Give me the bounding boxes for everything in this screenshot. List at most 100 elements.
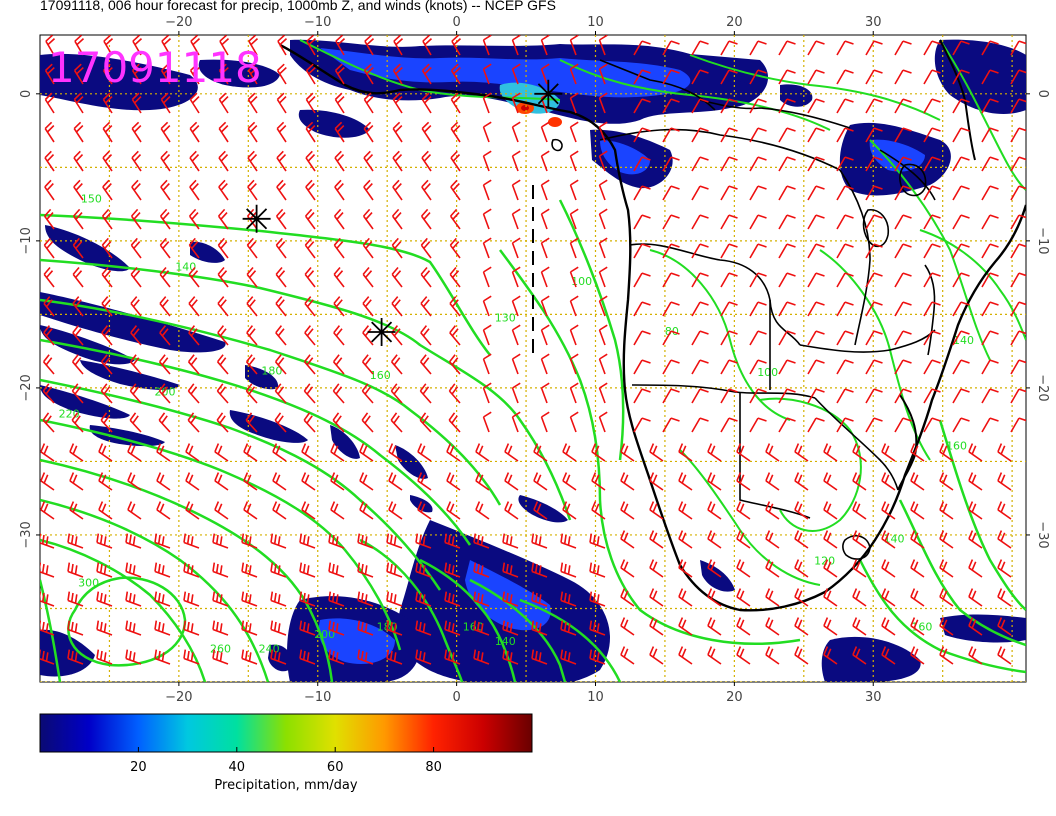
wind-barb [333, 208, 345, 230]
wind-barb [865, 272, 883, 288]
wind-barb [96, 649, 113, 665]
wind-barb [569, 179, 579, 201]
wind-barb [939, 501, 954, 520]
wind-barb [333, 325, 345, 346]
wind-barb [241, 533, 258, 549]
wind-barb [939, 443, 954, 462]
wind-barb [391, 266, 403, 288]
wind-barb [720, 301, 738, 317]
wind-barb [156, 501, 171, 520]
wind-barb [40, 501, 55, 520]
wind-barb [662, 388, 680, 404]
wind-barb [183, 562, 200, 578]
wind-barb [247, 92, 258, 114]
wind-barb [923, 127, 941, 143]
wind-barb [98, 472, 113, 491]
wind-barb [332, 412, 345, 433]
wind-barb [421, 92, 432, 114]
precip-area [320, 48, 691, 98]
wind-barb [589, 649, 606, 665]
date-stamp: 17091118 [48, 43, 262, 92]
wind-barb [531, 591, 548, 607]
wind-barb [299, 562, 316, 578]
wind-barb [894, 127, 912, 143]
lon-tick-label-bottom: 30 [865, 690, 882, 705]
wind-barb [923, 214, 941, 230]
wind-barb [749, 127, 767, 143]
wind-barb [450, 63, 461, 85]
wind-barb [214, 501, 229, 520]
wind-center-marker [242, 204, 271, 233]
wind-barb [852, 472, 867, 491]
wind-barb [125, 620, 142, 636]
wind-barb [154, 533, 171, 549]
wind-barb [100, 383, 113, 404]
wind-barb [40, 443, 55, 462]
wind-barb [96, 533, 113, 549]
wind-barb [765, 530, 780, 549]
wind-barb [720, 156, 738, 172]
wind-barb [246, 296, 258, 317]
contour-label: 140 [884, 532, 905, 545]
wind-barb [364, 35, 375, 56]
wind-barb [720, 243, 738, 259]
height-contour [40, 378, 442, 591]
contour-label: 130 [495, 312, 516, 325]
wind-barb [183, 620, 200, 636]
wind-barb [96, 562, 113, 578]
wind-barb [422, 35, 433, 56]
wind-barb [511, 237, 521, 259]
contour-label: 180 [261, 365, 282, 378]
precip-area [268, 644, 293, 672]
wind-barb [910, 588, 925, 607]
wind-barb [160, 92, 171, 114]
wind-barb [778, 127, 796, 143]
wind-barb [649, 646, 664, 665]
wind-barb [274, 354, 287, 375]
wind-barb [720, 214, 738, 230]
wind-barb [794, 443, 809, 462]
wind-barb [569, 150, 579, 172]
wind-barb [807, 40, 825, 56]
wind-barb [69, 472, 84, 491]
country-border [599, 128, 841, 171]
wind-barb [482, 237, 492, 259]
map-layers: 1501401802002201601301001008012014014016… [40, 35, 1026, 682]
wind-barb [502, 649, 519, 665]
wind-barb [852, 443, 867, 462]
wind-barb [482, 150, 492, 172]
wind-barb [482, 63, 492, 85]
wind-barb [952, 243, 970, 259]
wind-barb [589, 591, 606, 607]
wind-barb [444, 620, 461, 636]
wind-barb [243, 472, 258, 491]
wind-barb [968, 646, 983, 665]
wind-barb [159, 237, 171, 259]
wind-barb [363, 63, 374, 85]
wind-barb [662, 272, 680, 288]
wind-barb [881, 472, 896, 491]
wind-barb [569, 35, 579, 56]
height-contour [40, 258, 572, 521]
wind-barb [691, 359, 709, 375]
lon-tick-label-bottom: −10 [304, 690, 331, 705]
wind-barb [299, 620, 316, 636]
wind-barb [390, 354, 403, 375]
wind-barb [720, 330, 738, 346]
wind-barb [40, 620, 55, 636]
wind-barb [212, 591, 229, 607]
wind-barb [301, 472, 316, 491]
wind-barb [216, 383, 229, 404]
wind-barb [212, 562, 229, 578]
country-border [629, 243, 801, 346]
wind-barb [865, 69, 883, 85]
wind-barb [968, 588, 983, 607]
wind-barb [540, 121, 550, 143]
wind-barb [270, 533, 287, 549]
wind-barb [189, 121, 200, 143]
wind-barb [392, 150, 403, 172]
wind-barb [328, 562, 345, 578]
wind-barb [807, 69, 825, 85]
wind-barb [923, 301, 941, 317]
wind-barb [357, 533, 374, 549]
